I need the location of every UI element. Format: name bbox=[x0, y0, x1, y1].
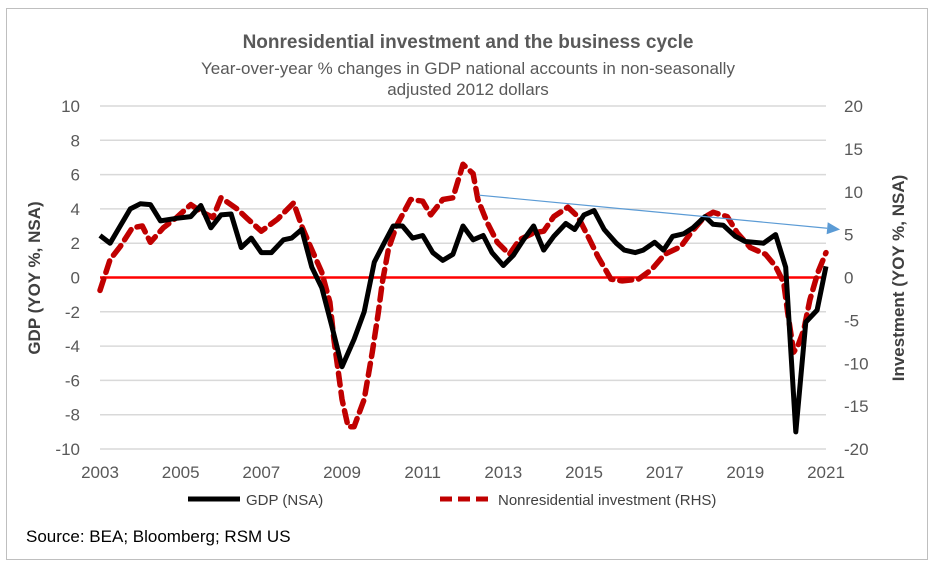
y2-tick-label: 10 bbox=[844, 183, 863, 202]
x-tick-label: 2013 bbox=[484, 463, 522, 482]
y-tick-label: 8 bbox=[71, 131, 80, 150]
y2-tick-label: 15 bbox=[844, 140, 863, 159]
x-tick-label: 2021 bbox=[807, 463, 845, 482]
x-tick-label: 2015 bbox=[565, 463, 603, 482]
x-tick-label: 2019 bbox=[726, 463, 764, 482]
y-tick-label: -2 bbox=[65, 303, 80, 322]
x-tick-label: 2003 bbox=[81, 463, 119, 482]
y-tick-label: 0 bbox=[71, 269, 80, 288]
investment-series-line bbox=[97, 161, 829, 430]
x-tick-label: 2017 bbox=[646, 463, 684, 482]
y2-tick-label: 5 bbox=[844, 226, 853, 245]
y2-tick-label: -5 bbox=[844, 311, 859, 330]
trend-arrow-line bbox=[479, 194, 828, 229]
y2-tick-label: 0 bbox=[844, 269, 853, 288]
y2-tick-label: 20 bbox=[844, 97, 863, 116]
y-tick-label: -10 bbox=[55, 440, 80, 459]
y-tick-label: 2 bbox=[71, 234, 80, 253]
y2-tick-label: -15 bbox=[844, 397, 869, 416]
source-note: Source: BEA; Bloomberg; RSM US bbox=[26, 527, 291, 546]
x-tick-label: 2009 bbox=[323, 463, 361, 482]
y-tick-label: -6 bbox=[65, 371, 80, 390]
y-tick-label: -8 bbox=[65, 406, 80, 425]
legend-label-investment: Nonresidential investment (RHS) bbox=[498, 492, 716, 509]
y-tick-label: -4 bbox=[65, 337, 80, 356]
trend-arrow-head-icon bbox=[826, 222, 841, 235]
y2-tick-label: -20 bbox=[844, 440, 869, 459]
legend-label-gdp: GDP (NSA) bbox=[246, 492, 323, 509]
y2-tick-label: -10 bbox=[844, 354, 869, 373]
y-tick-label: 6 bbox=[71, 166, 80, 185]
chart-subtitle-line-2: adjusted 2012 dollars bbox=[387, 80, 549, 99]
chart-title: Nonresidential investment and the busine… bbox=[243, 32, 694, 53]
gdp-series-line bbox=[98, 201, 829, 435]
x-tick-label: 2007 bbox=[242, 463, 280, 482]
chart-subtitle-line-1: Year-over-year % changes in GDP national… bbox=[201, 59, 735, 78]
x-tick-label: 2011 bbox=[404, 463, 441, 482]
y2-axis-title: Investment (YOY %, NSA) bbox=[889, 175, 908, 382]
chart-frame bbox=[6, 8, 928, 560]
y-tick-label: 10 bbox=[61, 97, 80, 116]
y-tick-label: 4 bbox=[71, 200, 80, 219]
x-tick-label: 2005 bbox=[162, 463, 200, 482]
legend: GDP (NSA) Nonresidential investment (RHS… bbox=[188, 492, 716, 509]
y-axis-title: GDP (YOY %, NSA) bbox=[25, 201, 44, 354]
